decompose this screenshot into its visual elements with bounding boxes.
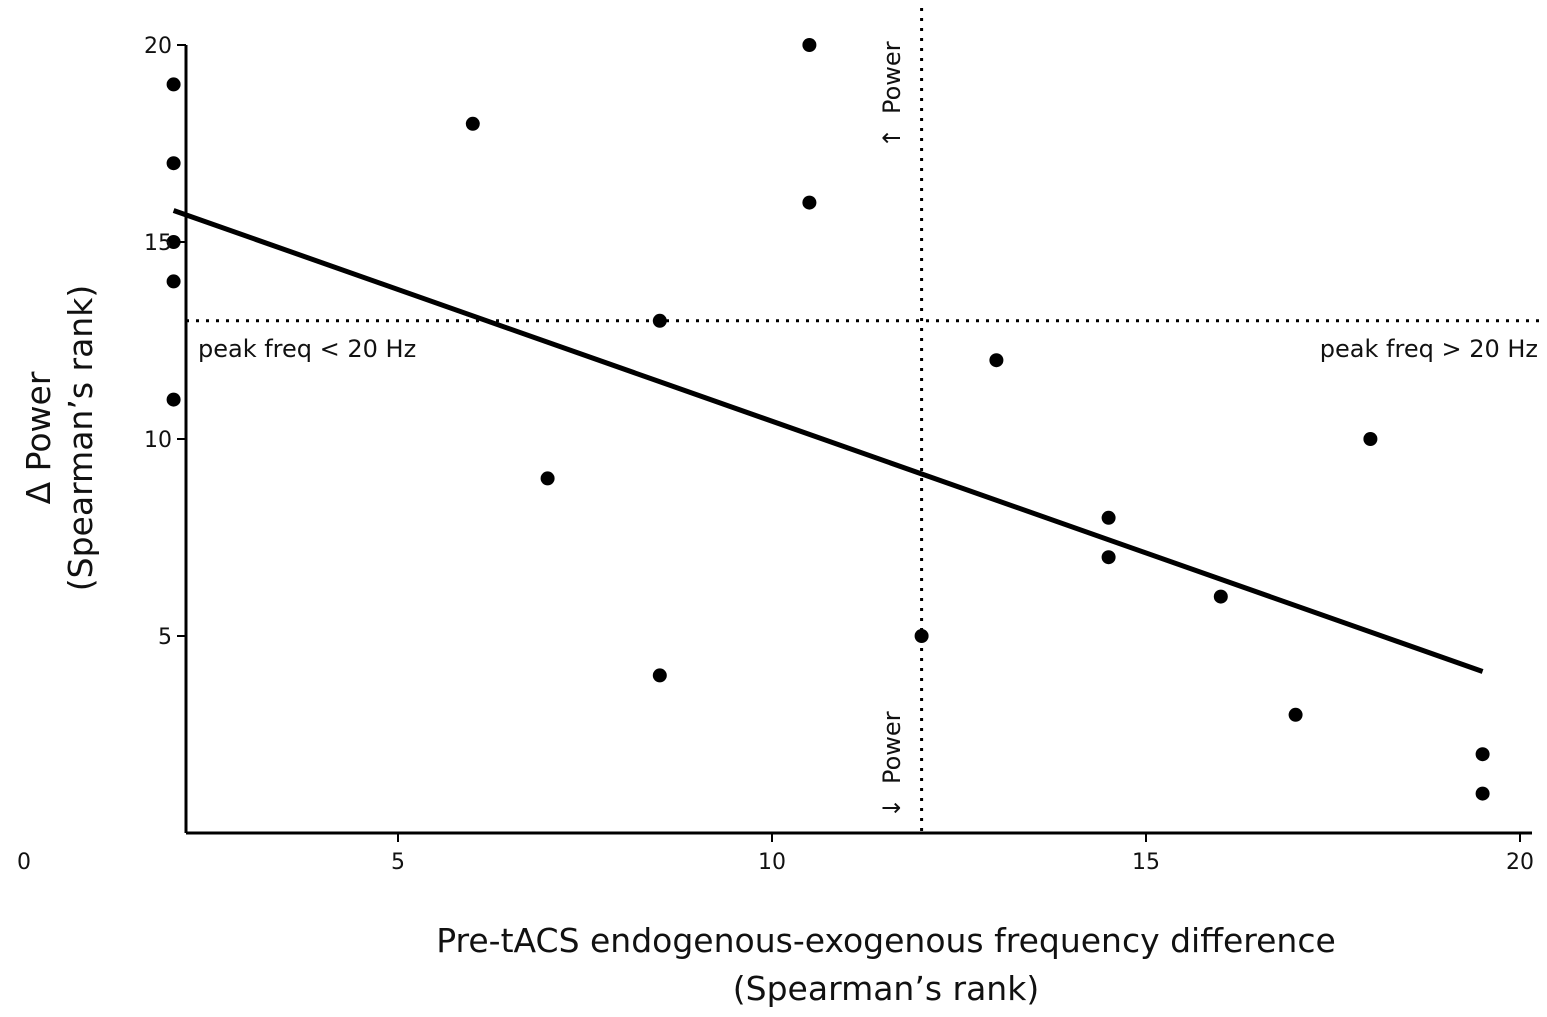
data-point [166, 156, 181, 171]
data-point [802, 195, 817, 210]
up-power-annotation: ↑ Power [878, 41, 906, 148]
up-power-label: Power [878, 41, 906, 114]
data-point [914, 629, 929, 643]
data-point [1101, 550, 1116, 565]
axis-ticks: 0 5 10 15 20 5 10 15 20 [17, 34, 1534, 875]
down-arrow-icon: ↓ [878, 798, 906, 818]
data-point [166, 274, 181, 289]
x-tick-label: 5 [391, 850, 405, 875]
x-axis-title-line-2: (Spearman’s rank) [733, 969, 1039, 1008]
y-tick-label: 20 [144, 34, 172, 59]
up-arrow-icon: ↑ [878, 128, 906, 148]
x-tick-label: 10 [758, 850, 786, 875]
x-axis-title-line-1: Pre-tACS endogenous-exogenous frequency … [436, 921, 1336, 960]
down-power-annotation: ↓ Power [878, 711, 906, 818]
y-axis-title-line-2: (Spearman’s rank) [61, 285, 100, 591]
data-point [540, 471, 555, 486]
data-point [166, 392, 181, 407]
data-point [652, 668, 667, 683]
data-points [166, 38, 1490, 801]
data-point [1101, 510, 1116, 525]
data-point [989, 353, 1004, 368]
x-tick-label: 0 [17, 850, 31, 875]
data-point [1363, 432, 1378, 446]
y-axis-title: Δ Power (Spearman’s rank) [19, 285, 100, 591]
data-point [1475, 786, 1490, 801]
x-tick-label: 20 [1506, 850, 1534, 875]
data-point [1213, 589, 1228, 604]
x-tick-label: 15 [1132, 850, 1160, 875]
right-region-label: peak freq > 20 Hz [1320, 335, 1538, 363]
left-region-label: peak freq < 20 Hz [198, 335, 416, 363]
data-point [166, 77, 181, 92]
y-axis-title-line-1: Δ Power [19, 371, 58, 504]
data-point [465, 116, 480, 131]
data-point [652, 313, 667, 328]
y-tick-label: 5 [158, 625, 172, 650]
regression-line [172, 208, 1484, 674]
down-power-label: Power [878, 711, 906, 784]
data-point [1475, 747, 1490, 762]
data-point [166, 235, 181, 249]
y-tick-label: 15 [144, 231, 172, 256]
data-point [1288, 707, 1303, 722]
y-tick-label: 10 [144, 428, 172, 453]
data-point [802, 38, 817, 52]
